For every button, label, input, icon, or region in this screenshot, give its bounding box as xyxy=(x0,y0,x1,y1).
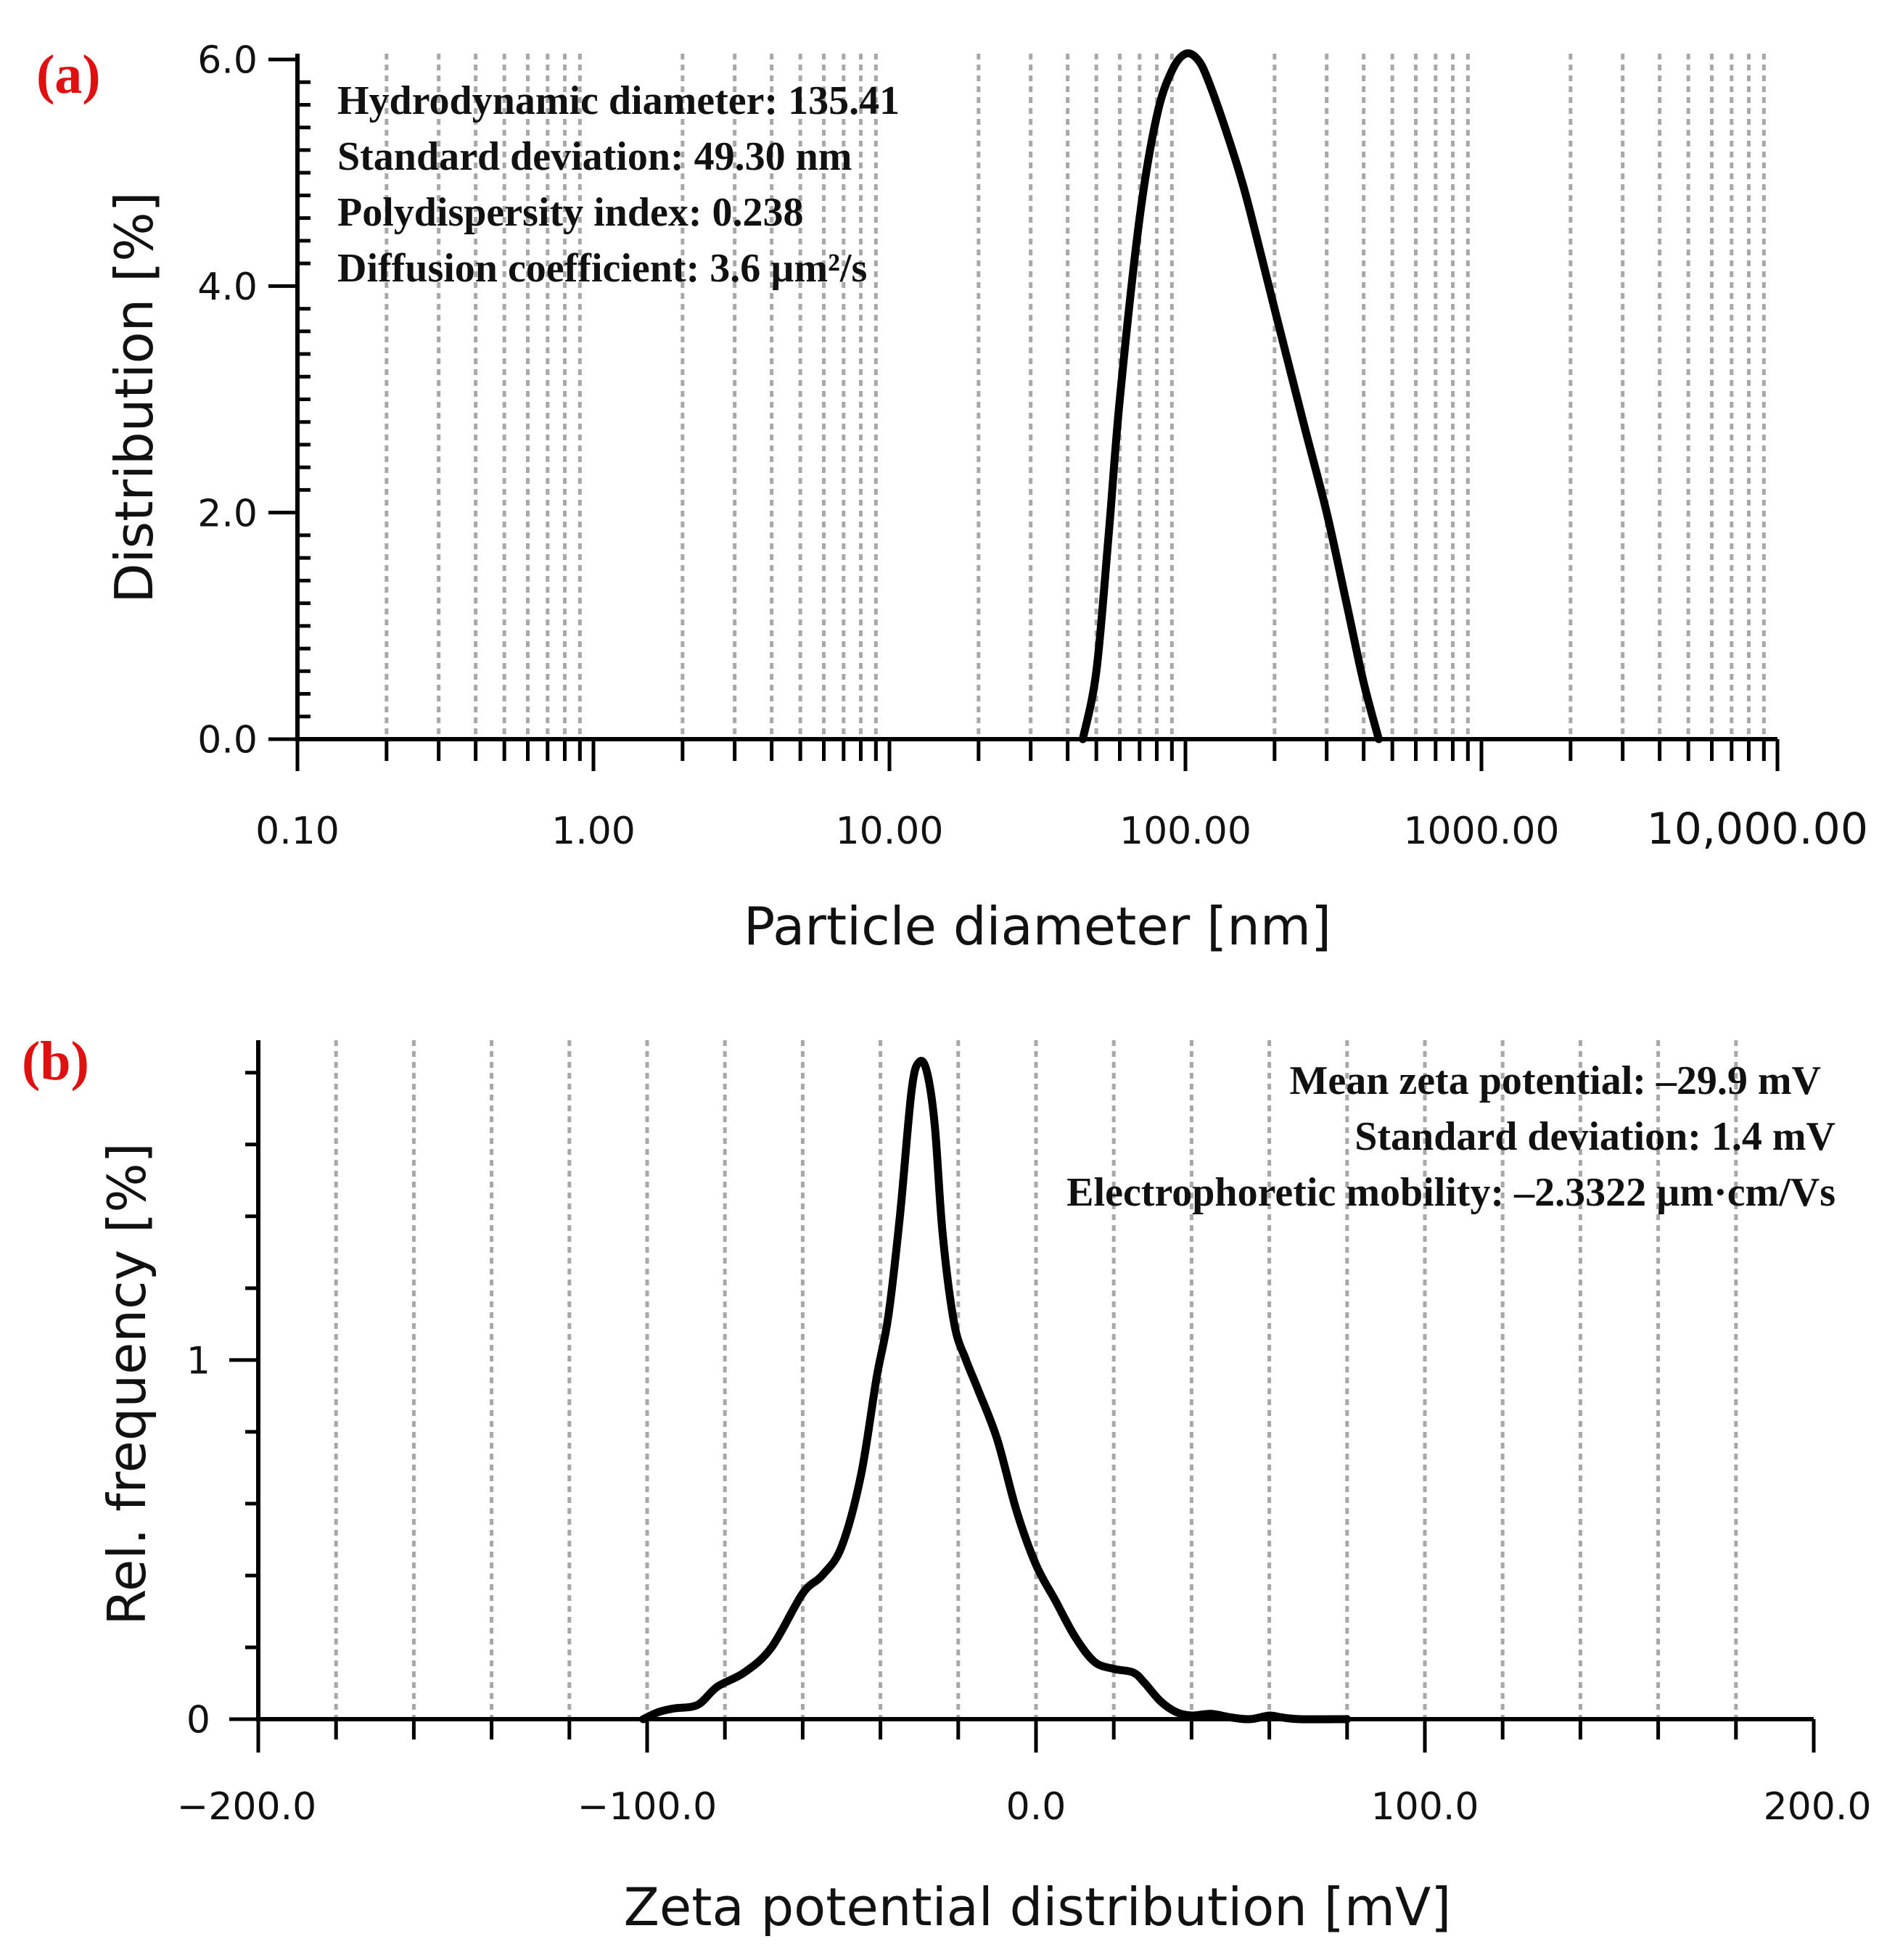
panel-a-x-tick-label: 1000.00 xyxy=(1403,810,1559,853)
panel-a-gridlines xyxy=(385,54,1766,739)
panel-a-x-tick-label: 0.10 xyxy=(255,810,340,853)
panel-b-annotation-standard-deviation: Standard deviation: 1.4 mV xyxy=(1354,1114,1835,1159)
panel-a-y-tick-label: 4.0 xyxy=(197,265,258,309)
panel-b-x-tick-label: 100.0 xyxy=(1371,1785,1479,1829)
panel-a-annotation-hydrodynamic-diameter: Hydrodynamic diameter: 135.41 xyxy=(337,78,900,123)
panel-a-x-axis-title: Particle diameter [nm] xyxy=(744,896,1331,957)
panel-b-tick-labels: −200.0 −100.0 0.0 100.0 200.0 0 1 xyxy=(177,1340,1872,1829)
panel-a-x-tick-label: 10.00 xyxy=(836,810,944,853)
panel-b-x-tick-label: 200.0 xyxy=(1764,1785,1872,1829)
panel-b-gridlines xyxy=(334,1040,1738,1719)
panel-b-annotation-electrophoretic-mobility: Electrophoretic mobility: –2.3322 µm·cm/… xyxy=(1066,1170,1835,1215)
panel-a-x-tick-label: 1.00 xyxy=(551,810,636,853)
panel-b-x-tick-label: −200.0 xyxy=(177,1785,316,1829)
panel-b-y-tick-label: 0 xyxy=(186,1699,210,1742)
panel-a-y-axis-title: Distribution [%] xyxy=(104,192,165,604)
panel-b-x-tick-label: −100.0 xyxy=(577,1785,717,1829)
panel-a-y-tick-label: 6.0 xyxy=(197,39,258,83)
panel-b-x-axis-title: Zeta potential distribution [mV] xyxy=(624,1877,1452,1938)
panel-a-y-tick-label: 0.0 xyxy=(197,719,258,762)
panel-a-y-tick-label: 2.0 xyxy=(197,492,258,535)
panel-b-zeta-line xyxy=(639,1057,1352,1724)
panel-a-tick-labels: 0.10 1.00 10.00 100.00 1000.00 10,000.00 0.0 2.… xyxy=(197,39,1868,855)
panel-b-zeta-chart: −200.0 −100.0 0.0 100.0 200.0 0 1 (b) Mean zet… xyxy=(22,1031,1871,1938)
panel-a-annotation-diffusion-coefficient: Diffusion coefficient: 3.6 µm²/s xyxy=(337,246,867,291)
panel-a-label: (a) xyxy=(36,44,101,105)
panel-b-label: (b) xyxy=(22,1031,89,1092)
panel-a-distribution-line xyxy=(1079,49,1383,744)
panel-a-distribution-chart: 0.10 1.00 10.00 100.00 1000.00 10,000.00 0.0 2.… xyxy=(36,39,1868,957)
panel-b-x-tick-label: 0.0 xyxy=(1006,1785,1066,1829)
panel-a-x-tick-label: 10,000.00 xyxy=(1647,804,1868,855)
panel-a-annotation-standard-deviation: Standard deviation: 49.30 nm xyxy=(337,134,852,179)
panel-a-annotation-polydispersity-index: Polydispersity index: 0.238 xyxy=(337,190,803,235)
panel-b-annotation-mean-zeta-potential: Mean zeta potential: –29.9 mV xyxy=(1289,1058,1821,1103)
panel-b-y-tick-label: 1 xyxy=(186,1340,210,1383)
panel-b-y-axis-title: Rel. frequency [%] xyxy=(96,1142,157,1625)
panel-b-ticks xyxy=(229,1071,1816,1753)
panel-a-x-tick-label: 100.00 xyxy=(1119,810,1251,853)
